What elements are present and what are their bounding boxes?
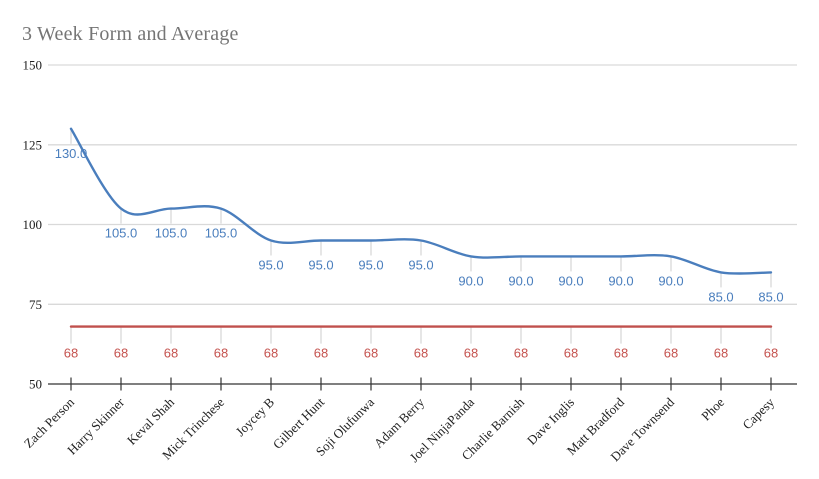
data-label-form: 105.0 <box>105 226 138 241</box>
data-label-average: 68 <box>314 346 328 361</box>
category-label: Dave Inglis <box>524 395 577 448</box>
y-axis-label: 150 <box>23 58 43 73</box>
data-label-average: 68 <box>514 346 528 361</box>
data-label-average: 68 <box>214 346 228 361</box>
data-label-form: 90.0 <box>658 273 683 288</box>
data-label-form: 130.0 <box>55 146 88 161</box>
data-label-form: 95.0 <box>258 258 283 273</box>
data-label-form: 95.0 <box>408 258 433 273</box>
data-label-average: 68 <box>364 346 378 361</box>
data-label-average: 68 <box>114 346 128 361</box>
data-label-average: 68 <box>164 346 178 361</box>
data-label-average: 68 <box>764 346 778 361</box>
data-label-form: 95.0 <box>308 258 333 273</box>
y-axis-label: 50 <box>29 377 42 392</box>
data-label-average: 68 <box>714 346 728 361</box>
data-label-form: 90.0 <box>558 273 583 288</box>
y-axis-label: 125 <box>23 137 43 152</box>
category-label: Capesy <box>739 394 777 432</box>
data-label-form: 95.0 <box>358 258 383 273</box>
chart-title: 3 Week Form and Average <box>22 23 239 45</box>
y-axis-label: 75 <box>29 297 42 312</box>
data-label-form: 90.0 <box>458 273 483 288</box>
data-label-average: 68 <box>414 346 428 361</box>
y-axis-label: 100 <box>23 217 43 232</box>
data-label-average: 68 <box>664 346 678 361</box>
category-label: Phoe <box>698 394 727 423</box>
data-label-form: 85.0 <box>758 289 783 304</box>
data-label-average: 68 <box>64 346 78 361</box>
data-label-form: 90.0 <box>508 273 533 288</box>
data-label-average: 68 <box>264 346 278 361</box>
category-label: Keval Shah <box>124 394 178 448</box>
data-label-average: 68 <box>464 346 478 361</box>
data-label-form: 105.0 <box>155 226 188 241</box>
data-label-form: 90.0 <box>608 273 633 288</box>
data-label-average: 68 <box>614 346 628 361</box>
data-label-form: 85.0 <box>708 289 733 304</box>
series-line-form <box>69 127 773 275</box>
data-label-form: 105.0 <box>205 226 238 241</box>
data-label-average: 68 <box>564 346 578 361</box>
category-label: Joycey B <box>233 394 278 439</box>
